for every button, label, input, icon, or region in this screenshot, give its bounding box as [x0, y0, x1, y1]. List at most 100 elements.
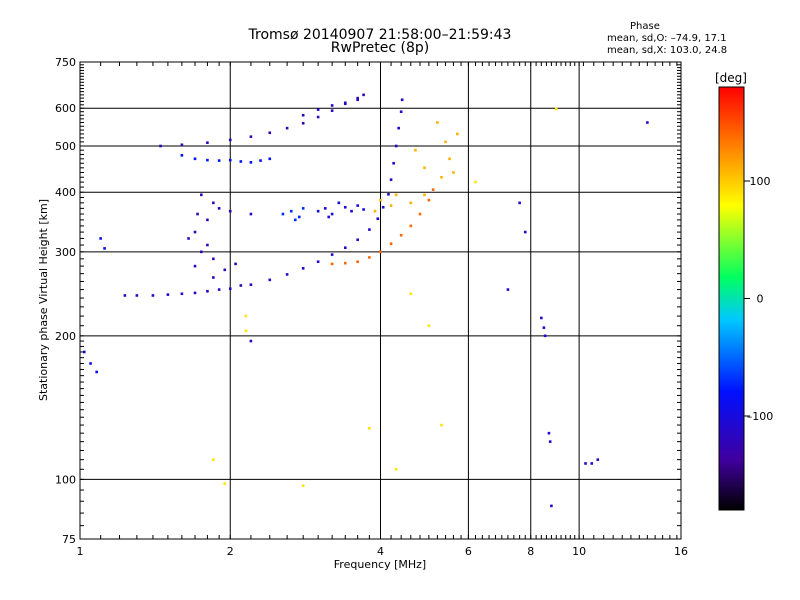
data-point [452, 171, 455, 174]
data-point [228, 287, 232, 291]
data-point [239, 160, 243, 163]
data-point [166, 293, 170, 296]
data-point [212, 201, 215, 205]
data-point [409, 292, 413, 296]
data-point [423, 166, 426, 170]
data-point [550, 504, 553, 508]
chart-subtitle: RwPretec (8p) [330, 40, 430, 56]
data-point [343, 101, 347, 105]
data-point [228, 138, 232, 142]
data-point [244, 329, 248, 332]
data-point [646, 121, 649, 124]
data-point [440, 175, 443, 179]
data-point [193, 157, 197, 161]
data-point [542, 326, 546, 329]
data-point [418, 212, 422, 216]
data-point [379, 198, 382, 202]
data-point [135, 294, 139, 297]
data-point [301, 113, 305, 117]
data-point [394, 144, 398, 148]
data-point [381, 205, 385, 209]
data-point [444, 140, 447, 144]
data-point [196, 212, 199, 216]
data-point [337, 201, 341, 205]
data-point [327, 215, 331, 219]
data-point [540, 316, 543, 320]
data-point [554, 107, 558, 111]
data-point [103, 247, 106, 250]
data-point [394, 193, 398, 197]
data-point [547, 431, 551, 435]
data-point [212, 257, 215, 261]
data-point [423, 193, 426, 197]
data-point [399, 233, 403, 237]
data-point [400, 98, 404, 102]
data-point [389, 204, 393, 207]
x-tick-label: 16 [674, 545, 688, 558]
x-tick-label: 1 [77, 545, 84, 558]
data-point [159, 144, 162, 148]
y-tick-label: 300 [55, 246, 76, 259]
data-point [206, 141, 209, 145]
data-point [301, 484, 305, 488]
data-point [323, 207, 327, 210]
phase-title: Phase [630, 21, 660, 32]
data-point [206, 218, 209, 222]
data-point [343, 261, 347, 265]
data-point [301, 207, 305, 210]
x-tick-label: 4 [377, 545, 384, 558]
data-point [228, 158, 232, 162]
data-point [249, 135, 253, 138]
x-tick-label: 8 [527, 545, 534, 558]
data-point [268, 278, 272, 282]
data-point [217, 207, 221, 210]
y-tick-label: 75 [62, 533, 76, 546]
data-point [200, 193, 203, 197]
data-point [281, 212, 285, 216]
data-point [368, 426, 371, 430]
data-point [448, 157, 451, 161]
y-axis-label: Stationary phase Virtual Height [km] [37, 199, 50, 401]
data-point [180, 292, 184, 296]
data-point [259, 159, 262, 162]
data-point [362, 93, 365, 97]
data-point [506, 288, 510, 291]
data-point [414, 148, 417, 152]
data-point [409, 224, 413, 228]
data-point [187, 237, 190, 240]
data-point [431, 188, 435, 191]
plot-frame [79, 61, 682, 540]
colorbar-label: [deg] [715, 71, 747, 85]
y-tick-label: 600 [55, 102, 76, 115]
data-point [223, 268, 227, 272]
data-point [193, 230, 197, 234]
data-point [268, 157, 272, 161]
colorbar-tick-label: 0 [757, 293, 764, 306]
x-tick-label: 10 [572, 545, 586, 558]
data-point [228, 209, 232, 213]
data-point [427, 198, 431, 202]
data-point [330, 253, 334, 256]
data-point [356, 98, 359, 102]
data-point [316, 209, 320, 213]
data-point [249, 161, 253, 164]
data-point [200, 250, 203, 254]
data-point [356, 260, 359, 264]
data-point [244, 314, 248, 318]
data-point [249, 339, 253, 343]
data-point [387, 193, 390, 196]
data-point [330, 104, 334, 107]
chart-title: Tromsø 20140907 21:58:00–21:59:43 [248, 27, 512, 43]
data-point [206, 289, 209, 293]
colorbar [718, 86, 745, 511]
data-point [301, 121, 305, 125]
data-point [249, 212, 253, 216]
data-point [285, 273, 289, 276]
data-point [397, 126, 400, 130]
data-point [389, 242, 393, 245]
data-point [373, 209, 377, 213]
phase-stats-o: mean, sd,O: –74.9, 17.1 [607, 33, 727, 44]
data-point [180, 154, 184, 157]
data-point [193, 291, 197, 295]
